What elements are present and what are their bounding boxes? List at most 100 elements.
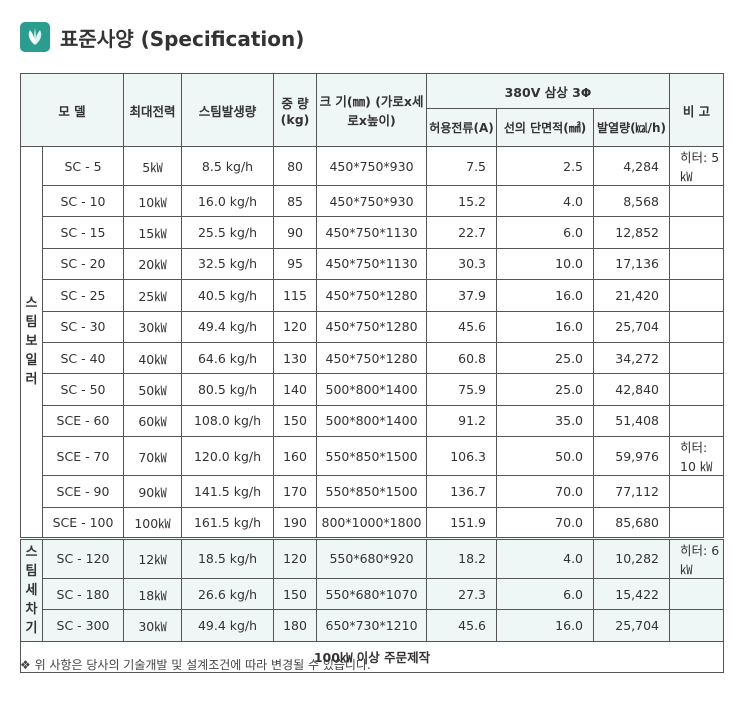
- cell-steam: 40.5 kg/h: [181, 279, 275, 312]
- cell-remark: [669, 341, 725, 375]
- cell-size: 800*1000*1800: [316, 506, 428, 539]
- cell-steam: 64.6 kg/h: [181, 341, 275, 375]
- cell-wire: 70.0: [496, 475, 595, 508]
- cell-steam: 49.4 kg/h: [181, 609, 275, 642]
- cell-wire: 25.0: [496, 341, 595, 375]
- group-label-char: 러: [25, 372, 38, 388]
- cell-power: 12㎾: [123, 536, 183, 579]
- group-label-char: 기: [25, 620, 38, 636]
- header-steam: 스팀발생량: [181, 73, 275, 147]
- cell-power: 40㎾: [123, 341, 183, 375]
- cell-model: SC - 40: [41, 341, 125, 375]
- group-label-char: 팀: [25, 563, 38, 579]
- cell-heat: 4,284: [593, 146, 671, 186]
- table-row: SC - 30 30㎾ 49.4 kg/h 120 450*750*1280 45.6 16…: [21, 310, 725, 343]
- cell-steam: 32.5 kg/h: [181, 247, 275, 281]
- group-label-char: 일: [25, 353, 38, 369]
- cell-heat: 25,704: [593, 609, 671, 642]
- cell-steam: 49.4 kg/h: [181, 310, 275, 343]
- cell-size: 500*800*1400: [316, 373, 428, 406]
- cell-remark: 히터: 6 ㎾: [669, 536, 725, 579]
- cell-size: 650*730*1210: [316, 609, 428, 642]
- spec-table-body: 스 팀 보 일 러 SC - 5 5㎾ 8.5 kg/h 80 450*750*930 7.5 2.5…: [19, 146, 725, 674]
- table-row: SCE - 70 70㎾ 120.0 kg/h 160 550*850*1500 106.…: [21, 436, 725, 477]
- cell-wire: 16.0: [496, 279, 595, 312]
- cell-model: SC - 25: [41, 279, 125, 312]
- cell-current: 60.8: [426, 341, 498, 375]
- cell-size: 450*750*930: [316, 184, 428, 218]
- header-wire: 선의 단면적(㎟): [496, 108, 595, 147]
- cell-model: SCE - 90: [41, 475, 125, 508]
- header-weight: 중 량 (kg): [273, 73, 318, 147]
- cell-weight: 95: [273, 247, 318, 281]
- cell-steam: 120.0 kg/h: [181, 436, 275, 477]
- cell-weight: 120: [273, 310, 318, 343]
- cell-weight: 160: [273, 436, 318, 477]
- cell-weight: 150: [273, 577, 318, 611]
- cell-weight: 115: [273, 279, 318, 312]
- cell-current: 106.3: [426, 436, 498, 477]
- cell-model: SC - 30: [41, 310, 125, 343]
- cell-current: 18.2: [426, 536, 498, 579]
- spec-table: 모 델 최대전력 스팀발생량 중 량 (kg) 크 기(㎜) (가로x세로x높이…: [19, 73, 725, 674]
- cell-wire: 4.0: [496, 536, 595, 579]
- cell-power: 100㎾: [123, 506, 183, 539]
- cell-remark: [669, 404, 725, 438]
- table-row: SC - 10 10㎾ 16.0 kg/h 85 450*750*930 15.2 4.0 8…: [21, 184, 725, 218]
- cell-model: SCE - 60: [41, 404, 125, 438]
- cell-heat: 15,422: [593, 577, 671, 611]
- cell-size: 450*750*1130: [316, 216, 428, 249]
- cell-power: 70㎾: [123, 436, 183, 477]
- cell-current: 75.9: [426, 373, 498, 406]
- cell-current: 136.7: [426, 475, 498, 508]
- cell-current: 45.6: [426, 609, 498, 642]
- cell-power: 30㎾: [123, 609, 183, 642]
- header-heat: 발열량(㎉/h): [593, 108, 671, 147]
- cell-remark: [669, 577, 725, 611]
- cell-wire: 10.0: [496, 247, 595, 281]
- cell-current: 15.2: [426, 184, 498, 218]
- cell-heat: 59,976: [593, 436, 671, 477]
- table-row: SC - 180 18㎾ 26.6 kg/h 150 550*680*1070 27.3 6…: [21, 577, 725, 611]
- cell-wire: 70.0: [496, 506, 595, 539]
- cell-model: SC - 20: [41, 247, 125, 281]
- cell-steam: 26.6 kg/h: [181, 577, 275, 611]
- cell-remark: 히터: 10 ㎾: [669, 436, 725, 477]
- cell-steam: 18.5 kg/h: [181, 536, 275, 579]
- cell-current: 37.9: [426, 279, 498, 312]
- cell-model: SC - 10: [41, 184, 125, 218]
- cell-steam: 16.0 kg/h: [181, 184, 275, 218]
- cell-size: 450*750*1280: [316, 310, 428, 343]
- cell-steam: 108.0 kg/h: [181, 404, 275, 438]
- group-label-char: 스: [25, 296, 38, 312]
- table-row: SCE - 100 100㎾ 161.5 kg/h 190 800*1000*1800 1…: [21, 506, 725, 539]
- cell-weight: 140: [273, 373, 318, 406]
- cell-remark: [669, 310, 725, 343]
- cell-heat: 77,112: [593, 475, 671, 508]
- cell-power: 5㎾: [123, 146, 183, 186]
- cell-wire: 16.0: [496, 310, 595, 343]
- table-row: SC - 20 20㎾ 32.5 kg/h 95 450*750*1130 30.3 10.…: [21, 247, 725, 281]
- cell-current: 7.5: [426, 146, 498, 186]
- cell-power: 15㎾: [123, 216, 183, 249]
- custom-order-note: 100㎾ 이상 주문제작: [19, 640, 725, 674]
- cell-heat: 85,680: [593, 506, 671, 539]
- table-row: SCE - 60 60㎾ 108.0 kg/h 150 500*800*1400 91.2…: [21, 404, 725, 438]
- group-label-char: 차: [25, 601, 38, 617]
- cell-remark: [669, 216, 725, 249]
- cell-size: 450*750*1280: [316, 341, 428, 375]
- group-label-char: 세: [25, 582, 38, 598]
- cell-remark: [669, 279, 725, 312]
- cell-heat: 51,408: [593, 404, 671, 438]
- cell-power: 18㎾: [123, 577, 183, 611]
- cell-size: 450*750*1280: [316, 279, 428, 312]
- cell-steam: 8.5 kg/h: [181, 146, 275, 186]
- group-label-char: 보: [25, 334, 38, 350]
- cell-wire: 35.0: [496, 404, 595, 438]
- cell-remark: [669, 373, 725, 406]
- cell-heat: 42,840: [593, 373, 671, 406]
- cell-current: 151.9: [426, 506, 498, 539]
- leaf-logo-icon: [20, 22, 50, 52]
- cell-heat: 34,272: [593, 341, 671, 375]
- cell-heat: 17,136: [593, 247, 671, 281]
